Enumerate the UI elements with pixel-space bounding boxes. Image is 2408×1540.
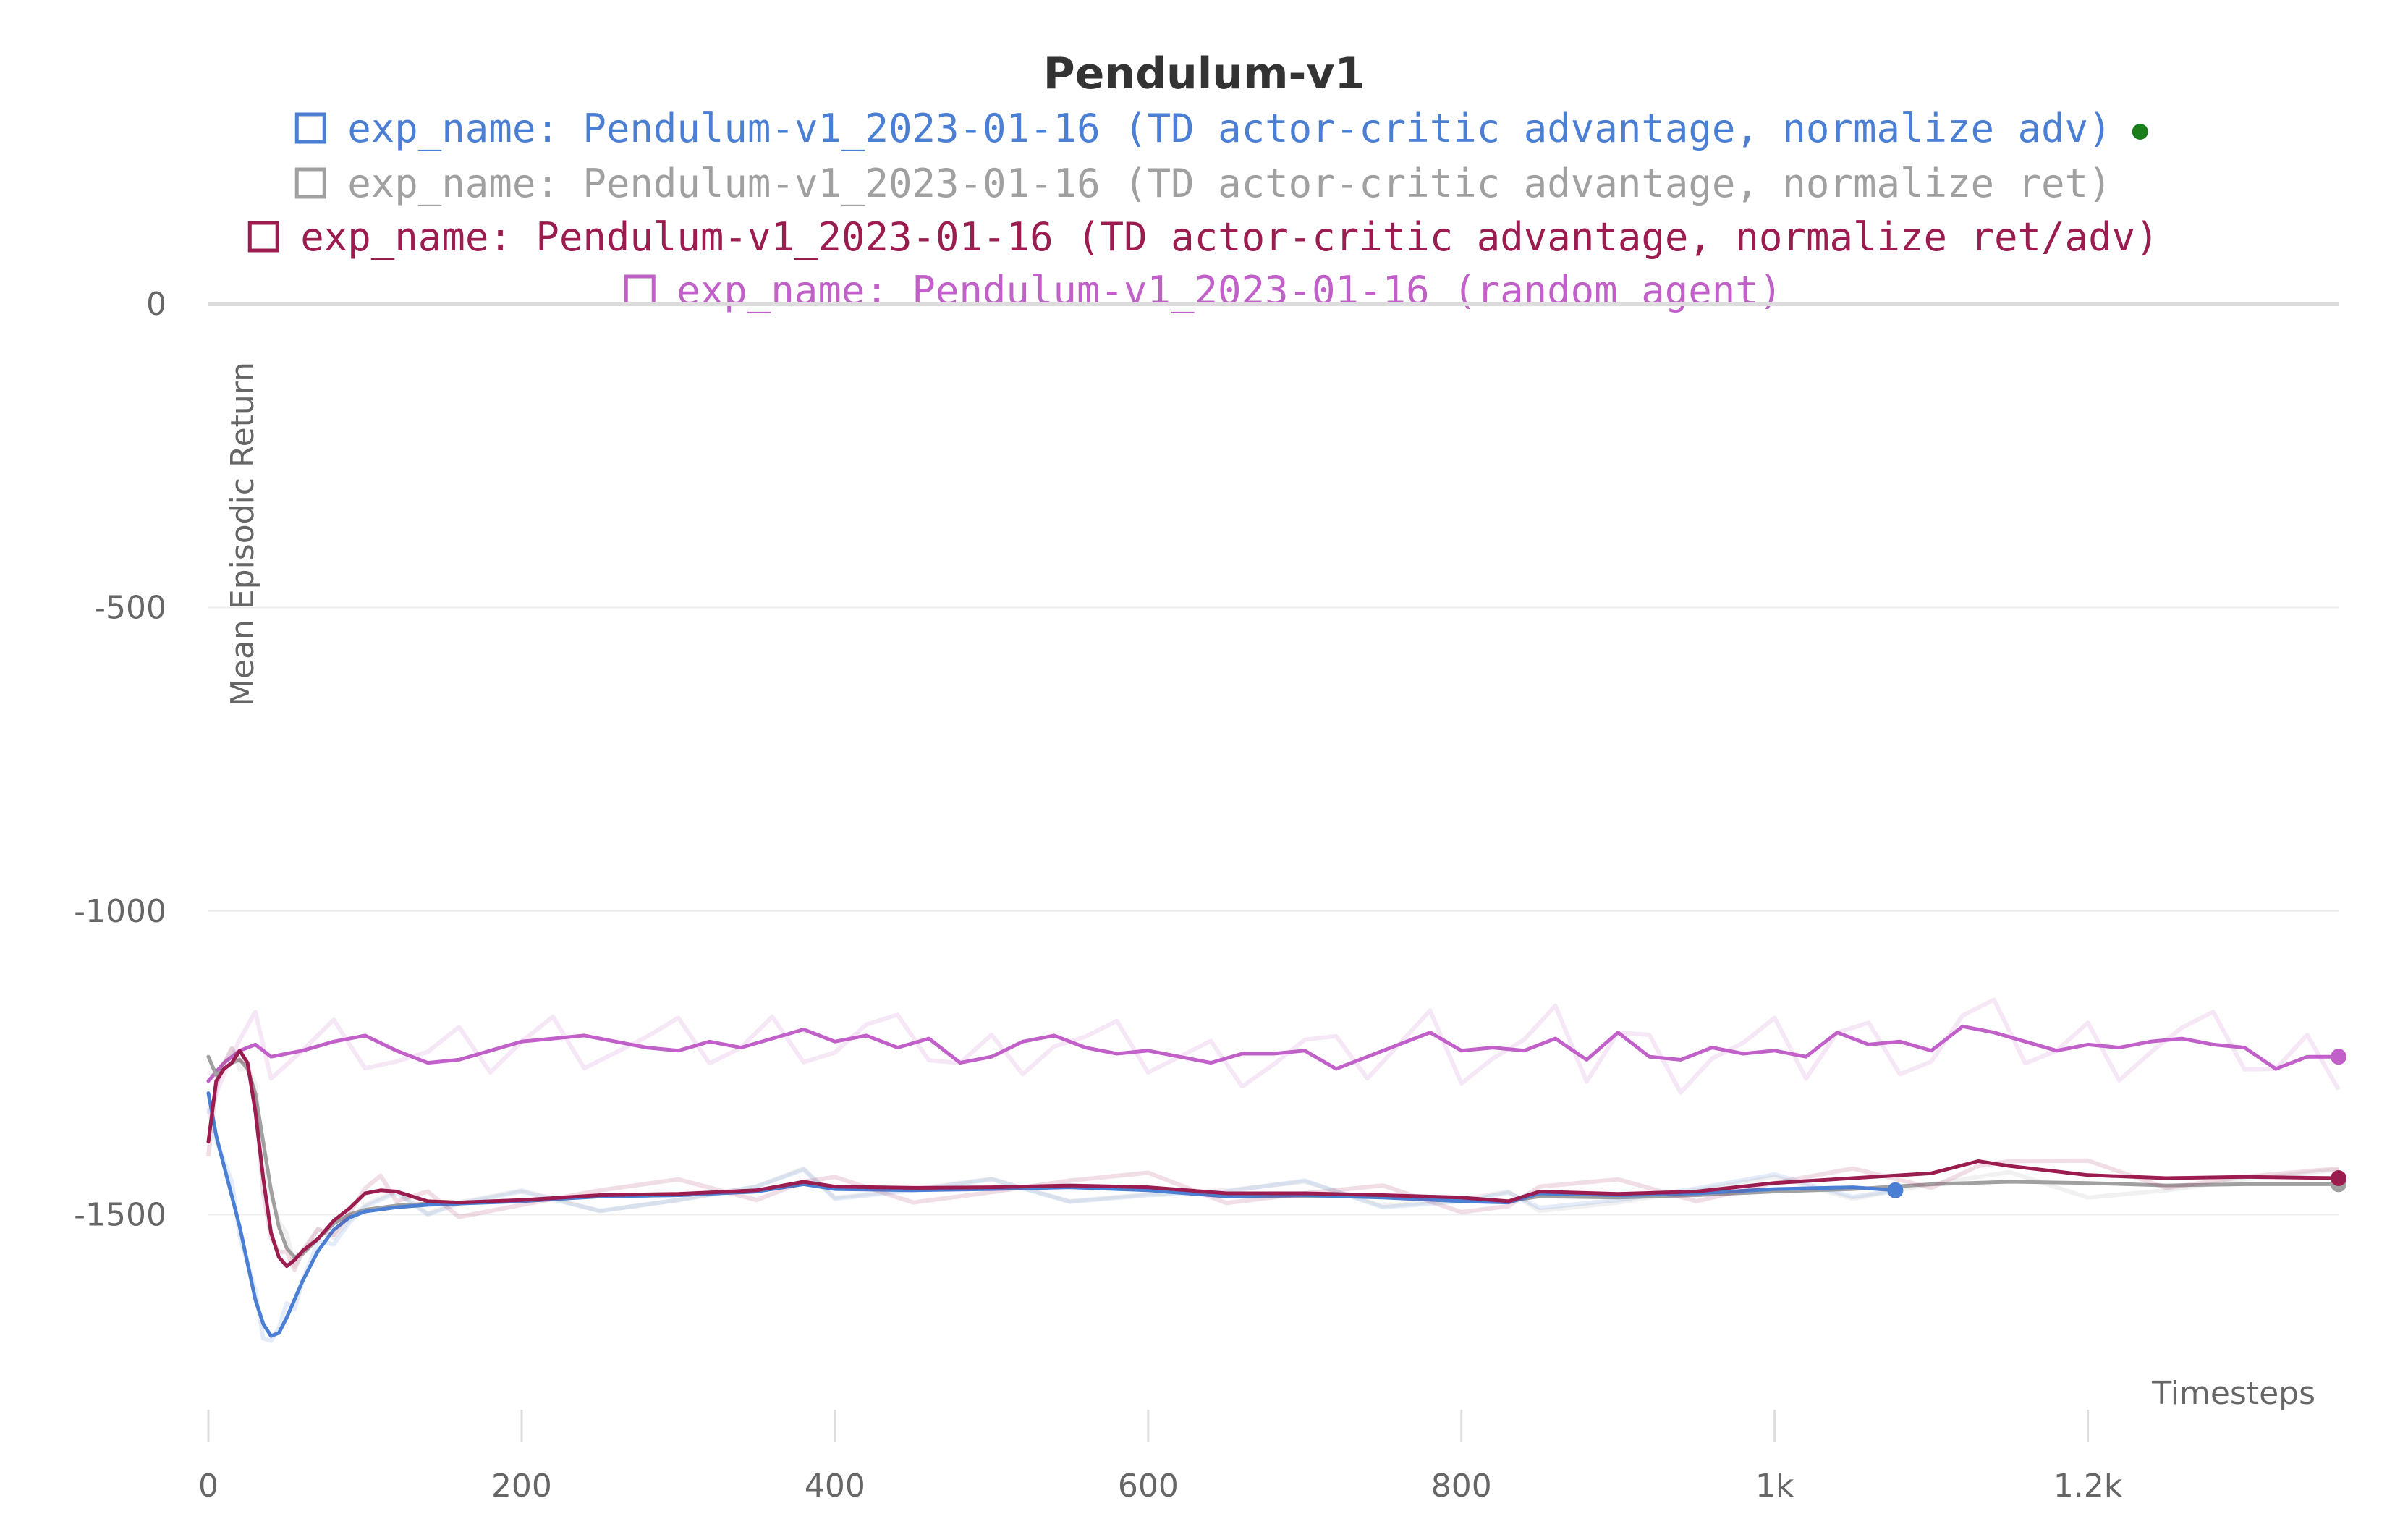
y-tick-label: -1500 [74,1196,166,1233]
grid [208,302,2339,1216]
series-line[interactable] [206,1024,2341,1083]
x-tick-label: 1.2k [2053,1468,2123,1505]
series-end-point[interactable] [2331,1170,2346,1186]
legend-swatch[interactable] [294,167,326,199]
legend-entry[interactable]: exp_name: Pendulum-v1_2023-01-16 (TD act… [300,214,2158,260]
y-tick-label: 0 [146,286,166,323]
legend-entry[interactable]: exp_name: Pendulum-v1_2023-01-16 (TD act… [347,106,2111,151]
y-tick-label: -1000 [74,893,166,930]
series-line[interactable] [206,1054,2341,1259]
y-axis-label: Mean Episodic Return [224,362,261,706]
series-noise-band [206,1107,1896,1343]
legend-entry[interactable]: exp_name: Pendulum-v1_2023-01-16 (random… [677,268,1782,313]
series-noise-band [206,1046,2339,1272]
series-noise-band [206,1046,2339,1269]
x-tick-label: 0 [198,1468,219,1505]
legend-swatch[interactable] [247,221,279,253]
x-tick-label: 800 [1431,1468,1492,1505]
x-tick-label: 200 [491,1468,552,1505]
series-line[interactable] [206,1049,2341,1269]
y-axis-ticks: 0 -500 -1000 -1500 [74,286,166,1233]
series-layer [206,997,2346,1343]
series-noise-band [206,997,2341,1115]
legend: exp_name: Pendulum-v1_2023-01-16 (TD act… [247,106,2159,313]
x-tick-label: 1k [1755,1468,1794,1505]
x-tick-label: 600 [1118,1468,1179,1505]
x-tick-label: 400 [805,1468,865,1505]
x-axis-label: Timesteps [2151,1375,2315,1412]
legend-swatch[interactable] [294,112,326,144]
legend-status-dot [2132,124,2148,140]
legend-entry[interactable]: exp_name: Pendulum-v1_2023-01-16 (TD act… [347,161,2111,206]
series-end-point[interactable] [1887,1182,1904,1198]
x-axis-ticks: 0 200 400 600 800 1k 1.2k [198,1410,2123,1505]
series-end-point[interactable] [2331,1049,2346,1065]
chart-title: Pendulum-v1 [1043,48,1365,99]
y-tick-label: -500 [94,589,166,626]
legend-swatch[interactable] [624,274,656,306]
